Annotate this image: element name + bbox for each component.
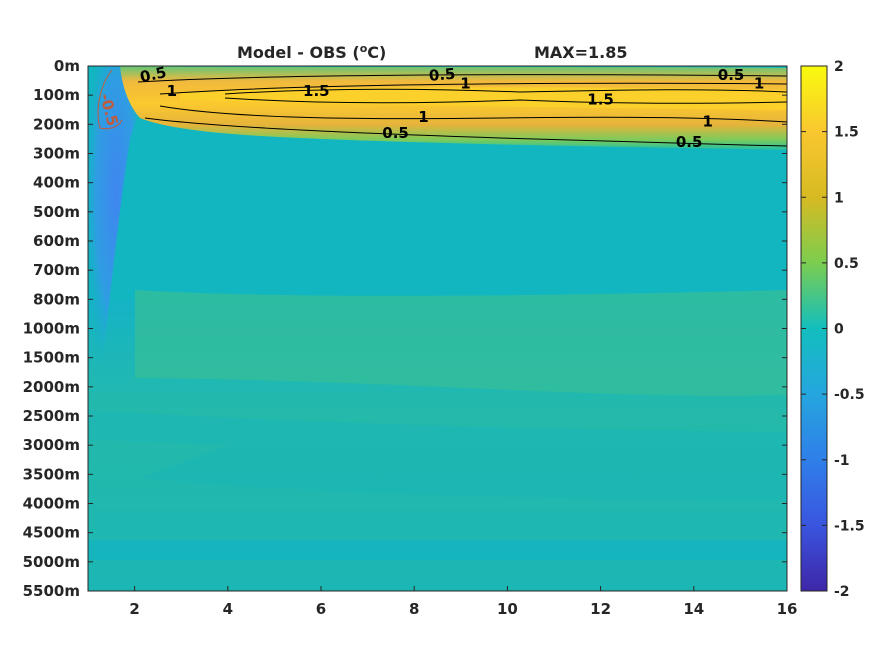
contour-label: 0.5 bbox=[676, 133, 703, 151]
y-tick-label: 0m bbox=[54, 57, 80, 75]
y-axis: 0m 100m 200m 300m 400m 500m 600m 700m 800m 1000m 1… bbox=[23, 57, 787, 600]
contour-1-lower bbox=[159, 105, 787, 123]
colorbar-tick-label: 2 bbox=[834, 59, 844, 75]
chart-title-left: Model - OBS (oC) bbox=[237, 42, 386, 62]
y-tick-label: 100m bbox=[33, 86, 80, 104]
contour-1-upper bbox=[159, 82, 787, 95]
heatmap-warm-mid-layer bbox=[135, 290, 787, 396]
y-tick-label: 1000m bbox=[23, 320, 80, 338]
colorbar-axis: 2 1.5 1 0.5 0 -0.5 -1 -1.5 -2 bbox=[801, 59, 865, 600]
colorbar-tick-label: -0.5 bbox=[834, 387, 865, 403]
contour-label: 1.5 bbox=[303, 82, 330, 100]
contour-label: 0.5 bbox=[382, 124, 409, 142]
contour-0.5-upper bbox=[137, 74, 787, 83]
x-tick-label: 4 bbox=[223, 600, 233, 618]
y-tick-label: 4500m bbox=[23, 524, 80, 542]
chart-title-right: MAX=1.85 bbox=[534, 43, 628, 62]
y-tick-label: 600m bbox=[33, 232, 80, 250]
y-tick-label: 1500m bbox=[23, 349, 80, 367]
contour-labels: 0.51 1.50.5 11.50.5 110.510.5-0.5 bbox=[96, 63, 764, 151]
y-tick-label: 5000m bbox=[23, 553, 80, 571]
colorbar-tick-label: 1.5 bbox=[834, 125, 859, 141]
heatmap-lower-tongue bbox=[88, 410, 787, 500]
contour-1.5-upper bbox=[224, 88, 787, 95]
x-tick-label: 14 bbox=[683, 600, 704, 618]
contour-label: 1 bbox=[460, 75, 470, 93]
chart-title-superscript: o bbox=[360, 42, 368, 55]
x-tick-label: 2 bbox=[129, 600, 139, 618]
heatmap-bottom-strip bbox=[88, 540, 787, 560]
y-tick-label: 400m bbox=[33, 174, 80, 192]
contour-label: 1 bbox=[418, 108, 428, 126]
colorbar-tick-label: 1 bbox=[834, 190, 844, 206]
y-tick-label: 2500m bbox=[23, 407, 80, 425]
y-tick-label: 200m bbox=[33, 115, 80, 133]
heatmap-cold-region bbox=[88, 66, 144, 390]
contour-label: 0.5 bbox=[138, 63, 168, 86]
contour-label: 1 bbox=[754, 75, 764, 93]
x-tick-label: 10 bbox=[497, 600, 518, 618]
y-tick-label: 3500m bbox=[23, 465, 80, 483]
contour-label: 0.5 bbox=[428, 65, 456, 85]
y-tick-label: 3000m bbox=[23, 436, 80, 454]
y-tick-label: 4000m bbox=[23, 495, 80, 513]
contour-label: 1 bbox=[167, 82, 177, 100]
y-tick-label: 2000m bbox=[23, 378, 80, 396]
y-tick-label: 800m bbox=[33, 290, 80, 308]
colorbar-tick-label: 0.5 bbox=[834, 256, 859, 272]
x-axis: 2 4 6 8 10 12 14 16 bbox=[129, 586, 797, 618]
contour-1.5-lower bbox=[224, 97, 787, 104]
contour-label: 1 bbox=[703, 112, 713, 130]
colorbar-tick-label: -1 bbox=[834, 453, 850, 469]
x-tick-label: 16 bbox=[777, 600, 798, 618]
colorbar-tick-label: -1.5 bbox=[834, 518, 865, 534]
x-tick-label: 12 bbox=[590, 600, 611, 618]
contour-label: 0.5 bbox=[718, 66, 745, 84]
colorbar-tick-label: -2 bbox=[834, 584, 850, 600]
x-tick-label: 6 bbox=[316, 600, 326, 618]
contour-lines bbox=[97, 69, 787, 147]
x-tick-label: 8 bbox=[409, 600, 419, 618]
heatmap-band-core bbox=[180, 87, 787, 110]
contour-label: 1.5 bbox=[587, 91, 614, 109]
contour-0.5-lower bbox=[144, 117, 787, 147]
contour-neg0.5 bbox=[97, 69, 123, 130]
y-tick-label: 700m bbox=[33, 261, 80, 279]
y-tick-label: 300m bbox=[33, 145, 80, 163]
colorbar-tick-label: 0 bbox=[834, 322, 844, 338]
y-tick-label: 500m bbox=[33, 203, 80, 221]
heatmap-plot-area: 0.51 1.50.5 11.50.5 110.510.5-0.5 bbox=[88, 63, 787, 591]
y-tick-label: 5500m bbox=[23, 582, 80, 600]
